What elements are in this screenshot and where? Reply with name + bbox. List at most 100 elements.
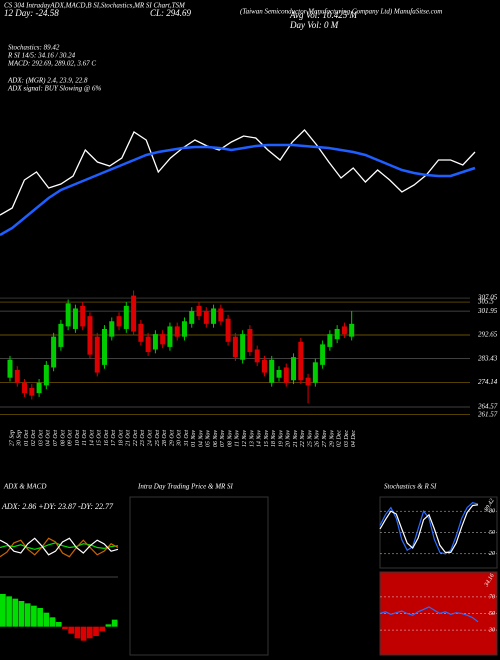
candle-body [102,328,108,365]
candle-body [196,305,202,317]
x-tick-label: 08 Nov [227,430,233,448]
x-tick-label: 30 Oct [177,430,183,447]
series-line [0,542,119,550]
panel-title: ADX & MACD [3,483,46,491]
x-tick-label: 08 Oct [60,430,66,446]
x-tick-label: 29 Oct [169,430,175,446]
x-tick-label: 11 Nov [235,430,241,447]
x-tick-label: 13 Nov [249,430,255,448]
x-tick-label: 22 Nov [300,430,306,448]
y-tick-label: 70 [489,594,495,600]
candle-body [131,295,137,332]
x-tick-label: 25 Oct [155,430,161,446]
x-tick-label: 29 Nov [329,430,335,448]
candle-body [349,323,355,337]
x-tick-label: 14 Oct [88,430,95,446]
candle-body [291,357,297,381]
annotation: CL: 294.69 [150,8,192,18]
series-line [379,504,479,553]
candle-body [14,370,20,383]
candle-body [116,316,122,327]
candle-body [138,323,144,342]
candle-body [167,326,173,347]
macd-bar [24,603,31,627]
candle-body [283,367,289,383]
candle-body [80,305,86,327]
candle-body [145,336,151,353]
annotation: CS 304 IntradayADX,MACD,B SI,Stochastics… [4,2,186,10]
x-tick-label: 02 Oct [31,430,37,446]
candle-body [232,336,238,358]
candle-body [181,321,187,337]
x-tick-label: 04 Oct [45,430,52,446]
macd-bar [99,626,106,632]
x-tick-label: 15 Nov [264,430,270,448]
candle-body [218,308,224,322]
macd-bar [49,617,56,627]
x-tick-label: 03 Oct [38,430,44,446]
candle-body [65,303,71,327]
candle-body [254,349,260,363]
x-tick-label: 28 Oct [162,430,168,446]
x-tick-label: 16 Oct [104,430,110,446]
y-tick-label: 30 [488,627,495,633]
annotation: 12 Day: -24.58 [4,8,59,18]
x-tick-label: 25 Nov [307,430,313,448]
x-tick-label: 26 Nov [315,430,321,448]
candle-body [341,326,347,335]
panel-title: Intra Day Trading Price & MR SI [137,483,234,491]
annotation: MACD: 292.69, 289.02, 3.67 C [7,60,96,68]
macd-bar [80,626,87,641]
series-line [0,129,476,216]
macd-bar [62,626,68,629]
x-tick-label: 12 Nov [242,430,248,448]
macd-bar [55,622,62,627]
macd-bar [74,626,81,639]
y-tick-label: 50 [489,611,495,617]
intraday-frame [129,496,269,656]
x-tick-label: 18 Nov [271,430,277,448]
x-tick-label: 21 Oct [126,430,132,446]
candle-body [305,377,311,386]
series-line [379,606,479,623]
annotation: ADX: (MGR) 2.4, 23.9, 22.8 [7,77,88,85]
macd-bar [93,626,99,636]
candle-body [152,334,158,350]
x-tick-label: 14 Nov [256,430,263,448]
x-tick-label: 11 Oct [82,430,88,446]
x-tick-label: 10 Oct [75,430,81,446]
candle-body [7,359,13,378]
macd-bar [111,619,118,627]
candle-body [327,334,333,347]
macd-bar [12,598,19,627]
series-line [0,143,476,237]
candle-body [269,359,275,383]
candle-body [298,341,304,381]
x-tick-label: 09 Oct [68,430,74,446]
series-line [0,537,119,556]
x-tick-label: 07 Nov [220,430,226,448]
x-tick-label: 04 Dec [350,430,357,447]
macd-bar [68,626,75,634]
candle-body [211,308,217,324]
candle-body [203,311,209,324]
x-tick-label: 24 Oct [147,430,154,446]
candle-body [312,362,318,383]
macd-bar [18,601,25,627]
candle-body [43,364,49,386]
x-tick-label: 17 Oct [111,430,117,446]
x-tick-label: 04 Nov [197,430,204,448]
x-tick-label: 15 Oct [97,430,103,446]
chart-title: (Taiwan Semiconductor Manufacturing Comp… [240,8,442,16]
x-tick-label: 30 Sep [17,430,23,447]
panel-title: Stochastics & R SI [384,483,437,491]
candle-body [29,387,35,396]
macd-bar [31,605,37,627]
y-tick-label: 264.57 [478,403,498,411]
candle-body [123,305,129,329]
y-tick-label: 301.95 [477,307,498,315]
macd-bar [105,624,112,627]
y-tick-label: 20 [489,551,495,557]
y-tick-label: 80 [489,509,495,515]
y-tick-label: 292.65 [478,331,498,339]
